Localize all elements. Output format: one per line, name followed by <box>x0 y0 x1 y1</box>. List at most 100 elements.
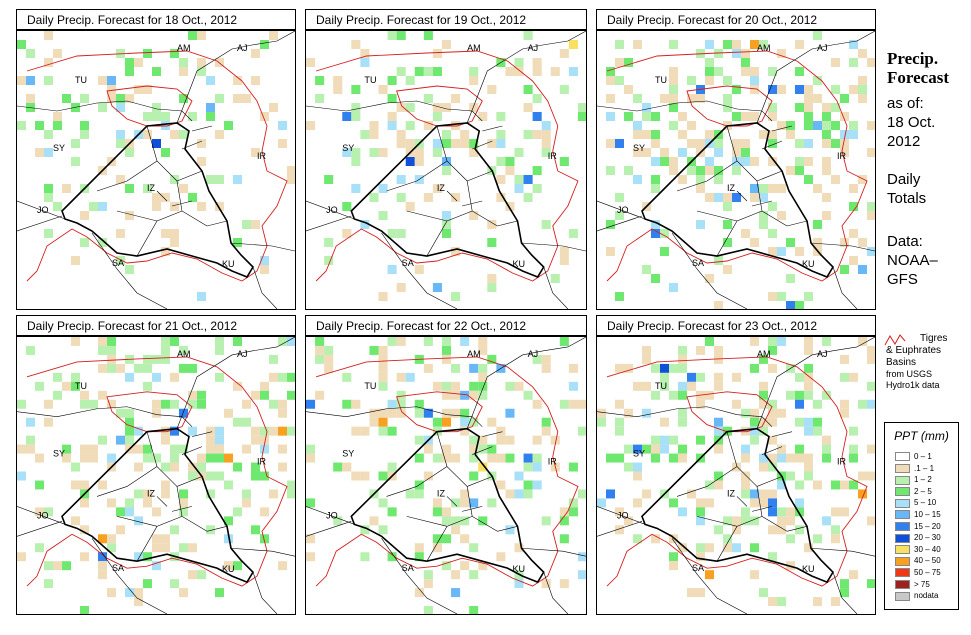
precip-cell <box>867 345 875 355</box>
precip-cell <box>44 130 53 139</box>
precip-cell <box>460 337 470 346</box>
precip-cell <box>360 426 370 436</box>
precip-cell <box>125 184 134 193</box>
precip-cell <box>441 345 452 355</box>
precip-cell <box>759 211 768 220</box>
precip-cell <box>215 435 224 445</box>
precip-cell <box>777 85 786 94</box>
precip-cell <box>867 381 875 391</box>
precip-cell <box>233 94 242 103</box>
precip-map: AM AJ TU SY IR JO SA KU IZ <box>597 31 875 309</box>
precip-cell <box>651 130 660 139</box>
province-border <box>116 516 158 527</box>
precip-cell <box>759 40 768 49</box>
precip-cell <box>423 606 433 614</box>
precip-cell <box>813 220 822 229</box>
precip-cell <box>723 202 732 211</box>
precip-cell <box>831 175 840 184</box>
precip-cell <box>206 471 215 481</box>
province-border <box>171 506 193 512</box>
precip-cell <box>405 489 415 499</box>
precip-cell <box>849 40 858 49</box>
precip-cell <box>378 148 388 157</box>
precip-cell <box>705 58 714 67</box>
precip-cell <box>696 552 705 562</box>
precip-cell <box>143 453 152 463</box>
province-border <box>386 160 448 192</box>
precip-cell <box>633 444 642 454</box>
precip-cell <box>822 211 831 220</box>
basins-legend: Tigres & Euphrates Basins from USGS Hydr… <box>884 333 948 390</box>
precip-cell <box>615 525 624 535</box>
precip-cell <box>696 399 705 409</box>
precip-cell <box>80 552 89 562</box>
precip-cell <box>768 399 777 409</box>
precip-cell <box>414 399 424 409</box>
precip-cell <box>633 534 642 544</box>
precip-cell <box>723 534 732 544</box>
precip-cell <box>98 435 107 445</box>
precip-cell <box>532 399 542 409</box>
precip-cell <box>134 58 143 67</box>
daily-totals-note: Daily Totals <box>887 171 927 207</box>
precip-cell <box>750 498 759 508</box>
precip-cell <box>152 67 161 76</box>
precip-cell <box>396 229 406 238</box>
precip-cell <box>423 363 433 373</box>
precip-cell <box>405 121 415 130</box>
region-label: TU <box>75 381 87 391</box>
precip-cell <box>143 579 152 589</box>
precip-cell <box>469 453 479 463</box>
precip-cell <box>378 184 388 193</box>
region-label: KU <box>222 564 234 574</box>
precip-cell <box>451 498 461 508</box>
precip-cell <box>98 103 107 112</box>
precip-cell <box>840 588 849 598</box>
precip-cell <box>80 498 89 508</box>
precip-cell <box>750 40 759 49</box>
precip-cell <box>197 139 206 148</box>
precip-cell <box>179 67 188 76</box>
precip-cell <box>750 516 759 526</box>
precip-cell <box>396 175 406 184</box>
ppt-legend-item: 40 – 50 <box>895 555 941 566</box>
precip-cell <box>315 354 325 364</box>
ppt-label: .1 – 1 <box>914 463 935 473</box>
precip-cell <box>116 525 125 535</box>
precip-cell <box>260 265 269 274</box>
precip-cell <box>143 489 152 499</box>
precip-cell <box>306 534 316 544</box>
precip-cell <box>768 229 777 238</box>
precip-cell <box>152 399 161 409</box>
precip-cell <box>741 426 750 436</box>
precip-cell <box>80 399 89 409</box>
precip-cell <box>107 85 116 94</box>
region-label: JO <box>326 205 338 215</box>
precip-cell <box>414 543 424 553</box>
precip-cell <box>804 112 813 121</box>
precip-cell <box>80 606 89 614</box>
precip-cell <box>405 139 415 148</box>
precip-cell <box>559 399 569 409</box>
precip-cell <box>269 31 278 40</box>
precip-cell <box>768 202 777 211</box>
precip-cell <box>116 435 125 445</box>
precip-cell <box>732 139 741 148</box>
precip-cell <box>161 112 170 121</box>
precip-cell <box>804 345 813 355</box>
precip-cell <box>678 444 687 454</box>
precip-cell <box>678 408 687 418</box>
precip-cell <box>469 390 479 400</box>
precip-cell <box>541 130 551 139</box>
precip-cell <box>795 103 804 112</box>
precip-cell <box>405 372 415 382</box>
precip-cell <box>813 426 822 436</box>
precip-cell <box>768 67 777 76</box>
precip-cell <box>867 121 875 130</box>
precip-cell <box>624 462 633 472</box>
precip-cell <box>80 390 89 400</box>
country-border <box>91 232 168 309</box>
panel-title: Daily Precip. Forecast for 23 Oct., 2012 <box>596 315 876 336</box>
precip-cell <box>714 345 723 355</box>
precip-cell <box>669 121 678 130</box>
